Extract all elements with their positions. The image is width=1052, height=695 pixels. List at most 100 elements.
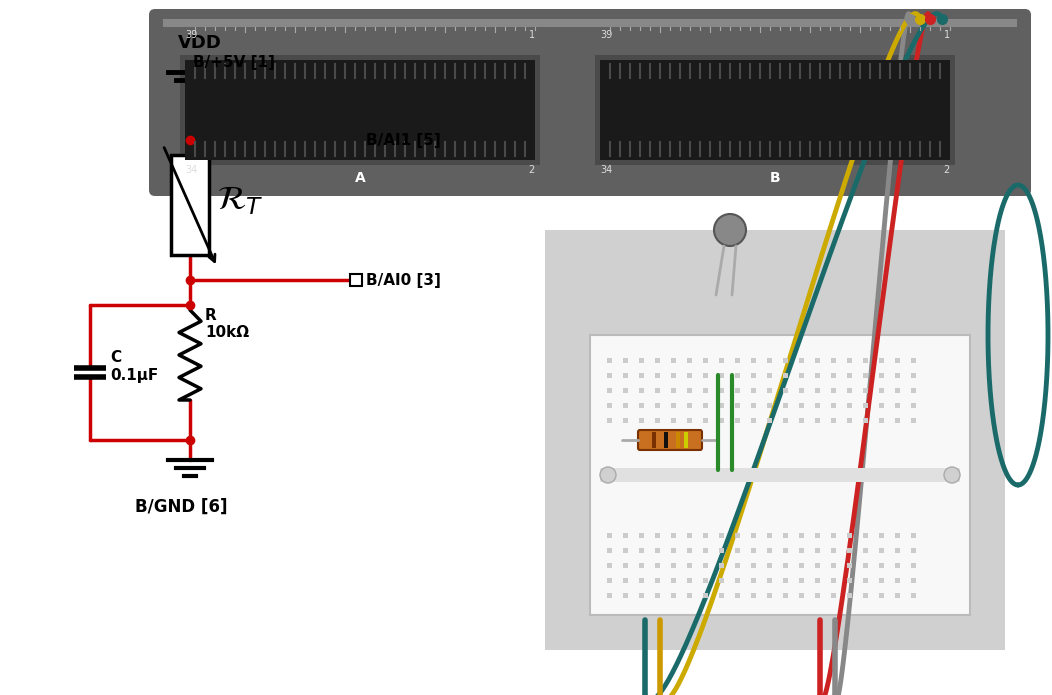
Bar — [895, 593, 901, 598]
Bar — [720, 418, 725, 423]
Bar — [800, 593, 805, 598]
Text: B/AI0 [3]: B/AI0 [3] — [366, 272, 441, 288]
Bar — [911, 532, 916, 537]
Bar — [704, 532, 708, 537]
Bar — [607, 532, 612, 537]
Bar — [671, 373, 676, 377]
Bar — [640, 418, 645, 423]
Bar — [911, 548, 916, 553]
Bar — [640, 593, 645, 598]
Bar — [655, 532, 661, 537]
Bar — [911, 593, 916, 598]
Bar — [751, 388, 756, 393]
Bar — [735, 388, 741, 393]
Bar — [545, 230, 1005, 650]
Bar — [848, 402, 852, 407]
Bar — [688, 532, 692, 537]
Bar — [831, 418, 836, 423]
Bar — [624, 532, 628, 537]
Bar — [640, 578, 645, 582]
Bar — [624, 418, 628, 423]
Bar — [530, 215, 1020, 665]
Bar — [911, 562, 916, 568]
Bar — [848, 388, 852, 393]
Bar — [800, 418, 805, 423]
Bar — [784, 418, 789, 423]
Bar — [831, 357, 836, 363]
Bar — [751, 532, 756, 537]
Bar — [624, 578, 628, 582]
Text: 1: 1 — [529, 30, 535, 40]
Bar — [735, 562, 741, 568]
Bar — [879, 593, 885, 598]
Bar — [688, 402, 692, 407]
Bar — [655, 418, 661, 423]
Bar — [671, 578, 676, 582]
Bar — [655, 593, 661, 598]
Bar — [848, 562, 852, 568]
Bar — [879, 357, 885, 363]
Text: $\mathcal{R}_T$: $\mathcal{R}_T$ — [217, 183, 264, 217]
Bar — [671, 418, 676, 423]
Bar — [671, 593, 676, 598]
Bar — [664, 432, 668, 448]
Bar — [671, 357, 676, 363]
Bar — [704, 357, 708, 363]
Bar — [864, 373, 869, 377]
Text: 39: 39 — [600, 30, 612, 40]
Bar — [720, 388, 725, 393]
Bar — [607, 548, 612, 553]
Bar — [768, 402, 772, 407]
Bar — [768, 373, 772, 377]
Bar — [911, 357, 916, 363]
Bar — [640, 402, 645, 407]
Bar — [684, 432, 688, 448]
Bar — [864, 402, 869, 407]
Bar — [704, 578, 708, 582]
Bar — [879, 548, 885, 553]
Bar — [704, 593, 708, 598]
Text: 1: 1 — [944, 30, 950, 40]
FancyBboxPatch shape — [149, 9, 1031, 196]
Bar — [895, 562, 901, 568]
Bar — [848, 357, 852, 363]
Bar — [624, 357, 628, 363]
Bar — [688, 548, 692, 553]
Bar — [879, 402, 885, 407]
Bar — [768, 532, 772, 537]
Bar — [879, 562, 885, 568]
Bar — [720, 373, 725, 377]
Bar — [751, 357, 756, 363]
Bar — [607, 373, 612, 377]
Bar — [848, 532, 852, 537]
Bar — [607, 402, 612, 407]
Bar — [848, 548, 852, 553]
Bar — [735, 357, 741, 363]
Bar — [768, 562, 772, 568]
Text: B/GND [6]: B/GND [6] — [135, 498, 227, 516]
Bar — [848, 373, 852, 377]
Bar — [895, 578, 901, 582]
Bar — [655, 562, 661, 568]
Bar — [688, 388, 692, 393]
Bar — [720, 593, 725, 598]
Bar — [784, 532, 789, 537]
Bar — [800, 357, 805, 363]
Bar — [768, 593, 772, 598]
Bar — [815, 388, 821, 393]
Bar — [624, 562, 628, 568]
Bar — [784, 578, 789, 582]
Bar — [607, 593, 612, 598]
Bar — [350, 274, 362, 286]
Bar — [671, 388, 676, 393]
Bar — [640, 357, 645, 363]
Text: 2: 2 — [529, 165, 535, 175]
Text: B/+5V [1]: B/+5V [1] — [193, 55, 275, 70]
Bar — [800, 388, 805, 393]
Bar — [911, 402, 916, 407]
Bar — [607, 388, 612, 393]
Bar — [655, 357, 661, 363]
Bar — [864, 593, 869, 598]
Bar — [848, 418, 852, 423]
Bar — [895, 373, 901, 377]
